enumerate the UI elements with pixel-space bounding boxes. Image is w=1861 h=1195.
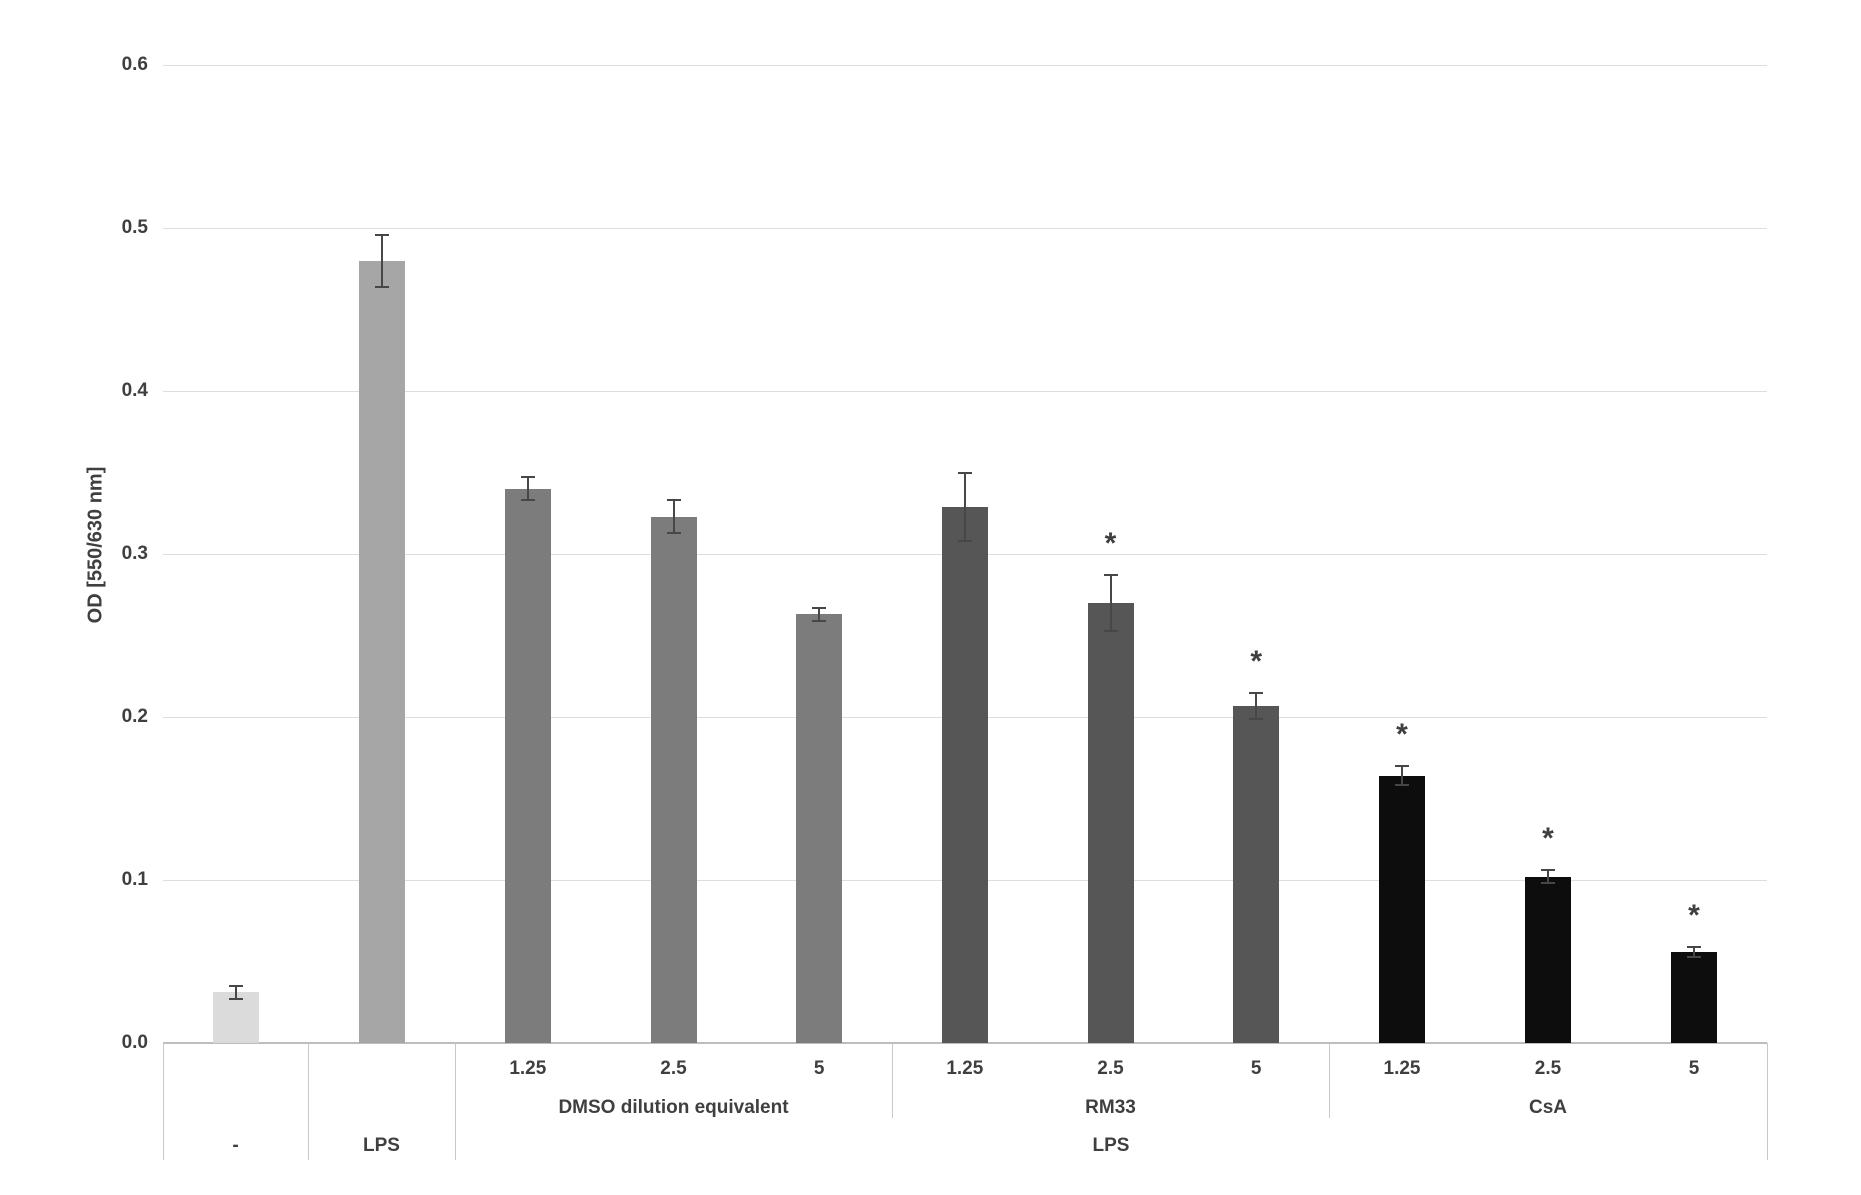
category-separator <box>308 1043 309 1160</box>
bar-csa-5 <box>1671 951 1717 1043</box>
dose-label: 1.25 <box>946 1058 984 1079</box>
error-bar-cap <box>957 471 972 474</box>
error-bar <box>1109 575 1112 631</box>
error-bar-cap <box>1249 691 1264 694</box>
y-tick-label: 0.5 <box>121 217 148 238</box>
error-bar-cap <box>1395 764 1409 767</box>
error-bar <box>1401 765 1403 786</box>
significance-asterisk: * <box>1688 898 1700 932</box>
error-bar-cap <box>812 606 827 609</box>
bar-rm33-2.5 <box>1087 602 1134 1043</box>
bar-csa-1.25 <box>1379 775 1425 1043</box>
bar-lps <box>358 260 405 1043</box>
error-bar <box>818 607 821 621</box>
dose-label: 2.5 <box>660 1058 687 1079</box>
dose-label: 5 <box>1250 1058 1262 1079</box>
significance-asterisk: * <box>1104 527 1117 561</box>
error-bar <box>963 472 966 541</box>
dose-label: 1.25 <box>509 1058 547 1079</box>
error-bar <box>234 985 237 999</box>
error-bar <box>1255 692 1258 719</box>
error-bar <box>526 477 529 501</box>
significance-asterisk: * <box>1250 644 1262 678</box>
group-label: DMSO dilution equivalent <box>558 1097 789 1118</box>
bar-rm33-5 <box>1233 705 1280 1043</box>
treatment-label: - <box>232 1135 239 1156</box>
error-bar-cap <box>1541 882 1555 885</box>
y-tick-label: 0.1 <box>121 869 148 890</box>
category-separator <box>1767 1043 1768 1160</box>
significance-asterisk: * <box>1396 717 1408 751</box>
category-separator <box>163 1043 164 1160</box>
error-bar-cap <box>1249 717 1264 720</box>
error-bar <box>1693 946 1695 957</box>
error-bar <box>672 500 675 533</box>
bar-dmso-dilution-equivalent-2.5 <box>650 516 697 1043</box>
error-bar-cap <box>812 619 827 622</box>
error-bar-cap <box>374 233 389 236</box>
bar-dmso-dilution-equivalent-1.25 <box>504 488 551 1043</box>
significance-asterisk: * <box>1542 822 1554 856</box>
gridline <box>163 228 1767 229</box>
error-bar-cap <box>1541 869 1555 872</box>
super-group-label: LPS <box>1092 1135 1130 1156</box>
bar-dmso-dilution-equivalent-5 <box>796 614 843 1043</box>
bar-rm33-1.25 <box>941 506 988 1043</box>
category-separator <box>455 1043 456 1160</box>
error-bar-cap <box>1687 945 1701 948</box>
error-bar-cap <box>666 499 681 502</box>
category-separator <box>892 1043 893 1118</box>
y-tick-label: 0.0 <box>121 1032 148 1053</box>
error-bar-cap <box>957 539 972 542</box>
dose-label: 1.25 <box>1383 1058 1421 1079</box>
error-bar-cap <box>374 285 389 288</box>
group-label: RM33 <box>1085 1097 1136 1118</box>
group-label: CsA <box>1528 1097 1567 1118</box>
error-bar-cap <box>1395 784 1409 787</box>
error-bar <box>1547 870 1549 884</box>
error-bar <box>380 234 383 287</box>
dose-label: 5 <box>1688 1058 1700 1079</box>
error-bar-cap <box>520 499 535 502</box>
dose-label: 5 <box>813 1058 825 1079</box>
category-separator <box>1329 1043 1330 1118</box>
error-bar-cap <box>228 997 243 1000</box>
error-bar-cap <box>1103 629 1118 632</box>
x-axis-line <box>163 1042 1767 1044</box>
y-tick-label: 0.6 <box>121 54 148 75</box>
error-bar-cap <box>666 531 681 534</box>
y-tick-label: 0.4 <box>121 380 148 401</box>
dose-label: 2.5 <box>1534 1058 1562 1079</box>
error-bar-cap <box>520 476 535 479</box>
gridline <box>163 65 1767 66</box>
error-bar-cap <box>1687 955 1701 958</box>
y-tick-label: 0.2 <box>121 706 148 727</box>
y-tick-label: 0.3 <box>121 543 148 564</box>
bar-csa-2.5 <box>1525 876 1571 1043</box>
dose-label: 2.5 <box>1097 1058 1124 1079</box>
treatment-label: LPS <box>363 1135 400 1156</box>
gridline <box>163 391 1767 392</box>
error-bar-cap <box>1103 574 1118 577</box>
error-bar-cap <box>228 984 243 987</box>
bar-- <box>212 992 259 1043</box>
